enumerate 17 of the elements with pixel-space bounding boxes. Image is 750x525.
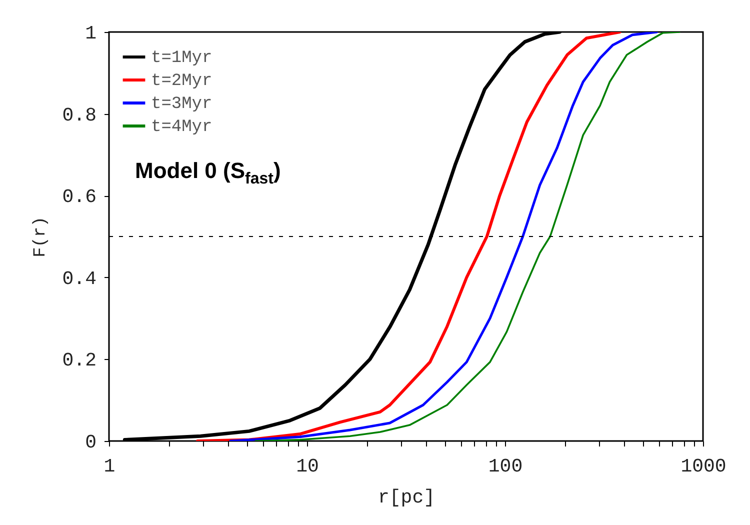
x-tick-label: 1 [104,456,116,478]
legend-label: t=2Myr [151,72,212,91]
y-tick-label: 0.2 [62,350,96,372]
legend-label: t=3Myr [151,95,212,114]
y-tick-label: 0 [85,432,96,454]
x-tick-label: 100 [488,456,523,478]
legend-label: t=4Myr [151,118,212,137]
legend-label: t=1Myr [151,49,212,68]
x-tick-label: 10 [296,456,319,478]
y-axis-title: F(r) [31,216,50,258]
y-tick-label: 0.4 [62,268,96,290]
x-tick-label: 1000 [680,456,726,478]
y-tick-label: 1 [85,22,96,44]
y-tick-label: 0.8 [62,104,96,126]
y-tick-label: 0.6 [62,186,96,208]
x-axis-title: r[pc] [378,486,436,508]
annotation: Model 0 (S$_{fast}$) [135,158,281,188]
